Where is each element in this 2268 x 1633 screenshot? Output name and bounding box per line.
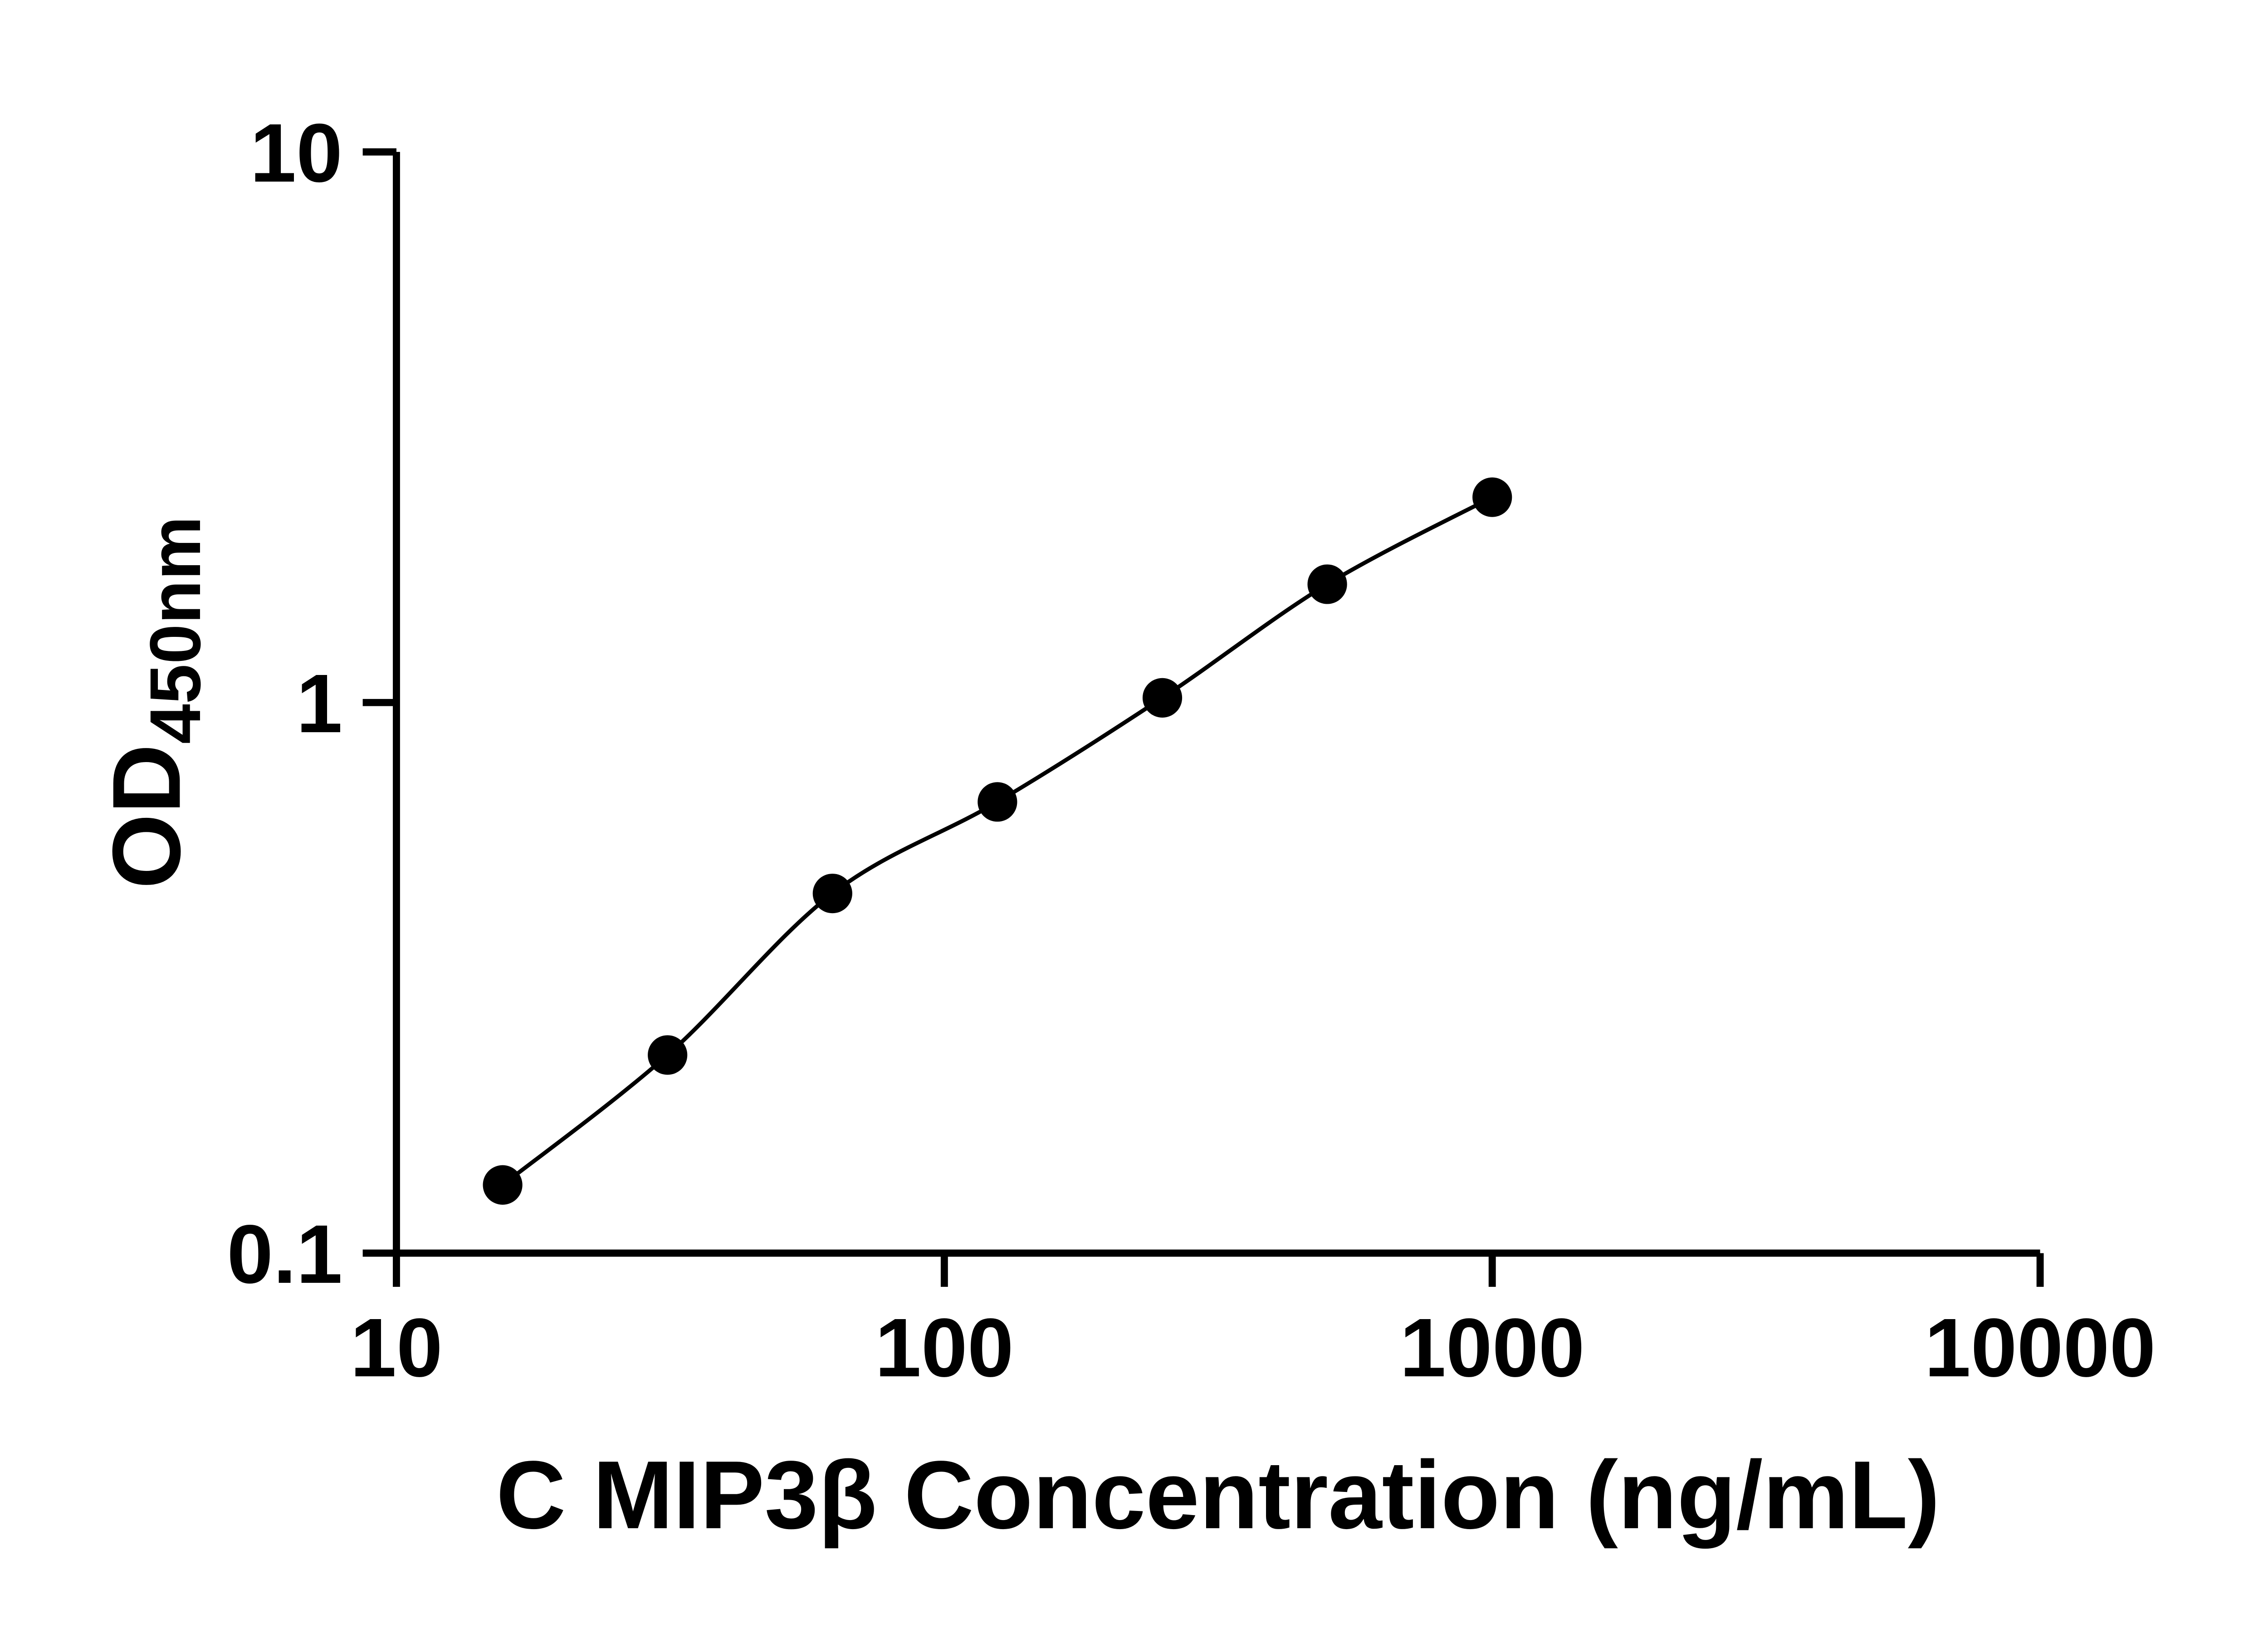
y-axis-tick-label: 10 <box>250 106 342 199</box>
x-axis-tick-label: 10000 <box>1925 1301 2156 1394</box>
data-point <box>1142 678 1183 718</box>
y-axis-tick-label: 0.1 <box>227 1208 342 1301</box>
x-axis-tick-label: 100 <box>875 1301 1014 1394</box>
data-point <box>812 874 852 914</box>
data-point <box>1307 564 1347 604</box>
data-point <box>483 1165 523 1205</box>
axis-frame <box>393 152 2040 1257</box>
plot-area: 10 100 1000 10000 0.1 1 10 <box>227 106 2156 1394</box>
data-point <box>648 1035 688 1075</box>
x-axis-tick-label: 10 <box>350 1301 443 1394</box>
x-axis-tick-label: 1000 <box>1400 1301 1585 1394</box>
y-axis-title: OD450nm <box>93 516 215 889</box>
y-axis-title-main: OD <box>93 744 200 889</box>
data-point <box>1472 477 1512 517</box>
y-axis-title-sub: 450nm <box>135 516 215 744</box>
data-point <box>978 782 1017 822</box>
y-axis-tick-label: 1 <box>296 657 342 750</box>
fit-curve <box>501 495 1493 1187</box>
x-axis-title: C MIP3β Concentration (ng/mL) <box>496 1441 1940 1549</box>
